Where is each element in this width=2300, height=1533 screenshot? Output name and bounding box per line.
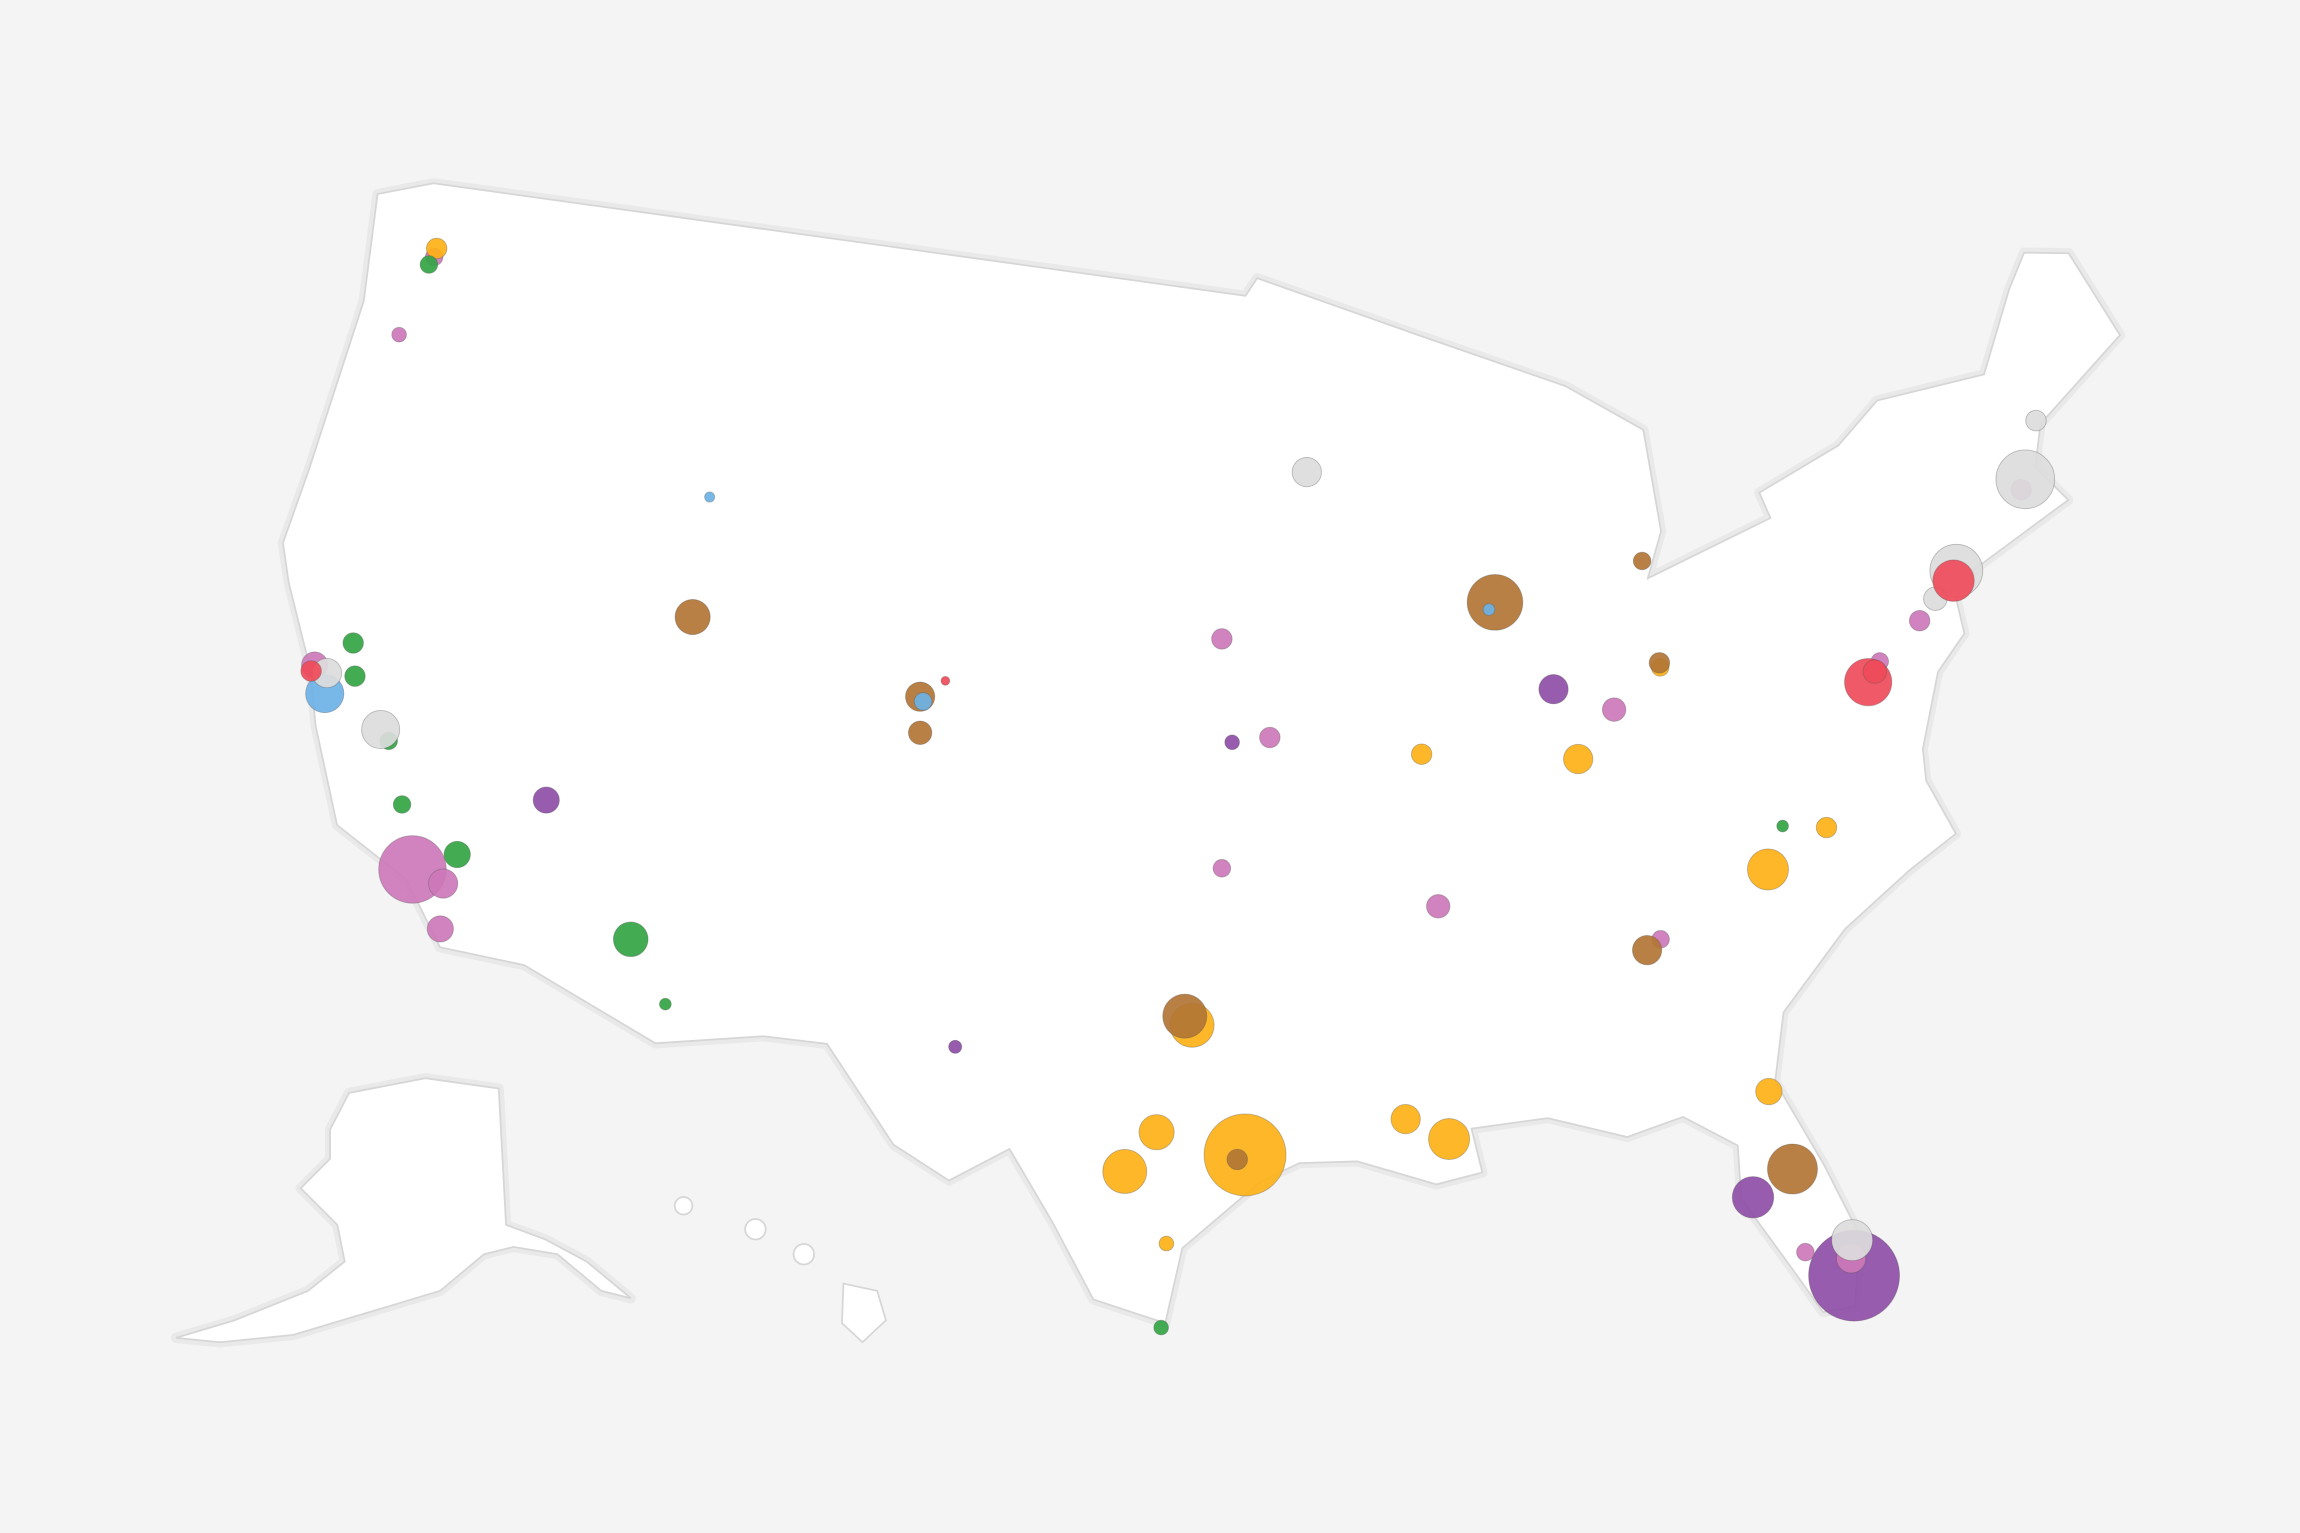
bubble	[1648, 652, 1671, 674]
bubble	[1747, 848, 1789, 891]
bubble	[907, 720, 933, 745]
bubble	[1538, 674, 1569, 705]
bubble	[1482, 603, 1496, 616]
bubble	[1138, 1114, 1175, 1151]
bubble	[1767, 1143, 1818, 1195]
bubble	[1390, 1104, 1421, 1135]
bubble	[1428, 1118, 1471, 1161]
bubble	[1426, 894, 1451, 919]
bubble	[1563, 743, 1594, 775]
bubble	[948, 1039, 963, 1054]
bubble	[704, 491, 716, 503]
bubble	[443, 840, 471, 869]
bubble	[612, 921, 649, 958]
bubble	[1815, 816, 1838, 839]
bubble	[1410, 743, 1433, 765]
hawaii	[673, 1196, 887, 1344]
bubble	[1158, 1235, 1175, 1252]
bubble	[425, 237, 448, 260]
bubble	[1776, 819, 1789, 833]
bubble	[419, 255, 439, 274]
bubble	[344, 665, 366, 687]
bubble	[1224, 734, 1240, 751]
land-contiguous	[282, 182, 2122, 1325]
bubble	[1932, 559, 1975, 602]
bubble	[1466, 574, 1524, 631]
bubble	[1632, 935, 1663, 966]
bubble	[426, 915, 454, 943]
bubble	[532, 786, 560, 814]
land	[277, 178, 2126, 1329]
bubble	[361, 710, 401, 750]
bubble	[392, 795, 412, 814]
bubble	[1601, 697, 1627, 722]
bubble	[342, 632, 364, 654]
bubble	[1259, 726, 1281, 749]
bubble	[2025, 409, 2047, 432]
bubble	[1755, 1077, 1783, 1106]
bubble	[1226, 1148, 1248, 1171]
bubble	[1153, 1319, 1169, 1336]
bubbles	[300, 237, 2056, 1336]
bubble	[1908, 609, 1931, 632]
bubble	[428, 868, 459, 899]
bubble	[1831, 1219, 1874, 1262]
bubble	[1102, 1149, 1148, 1194]
alaska	[170, 1073, 636, 1348]
bubble	[674, 598, 711, 636]
bubble	[300, 660, 322, 682]
bubble	[913, 692, 933, 711]
bubble	[1162, 993, 1208, 1039]
bubble	[1291, 456, 1322, 488]
bubble	[659, 997, 672, 1011]
bubble	[1632, 551, 1652, 571]
bubble	[1995, 449, 2056, 510]
bubble	[1731, 1176, 1775, 1219]
bubble	[940, 675, 951, 686]
bubble	[1796, 1242, 1815, 1262]
bubble	[1211, 628, 1233, 650]
bubble	[391, 326, 407, 343]
bubble	[1862, 659, 1887, 684]
bubble	[1212, 859, 1232, 878]
